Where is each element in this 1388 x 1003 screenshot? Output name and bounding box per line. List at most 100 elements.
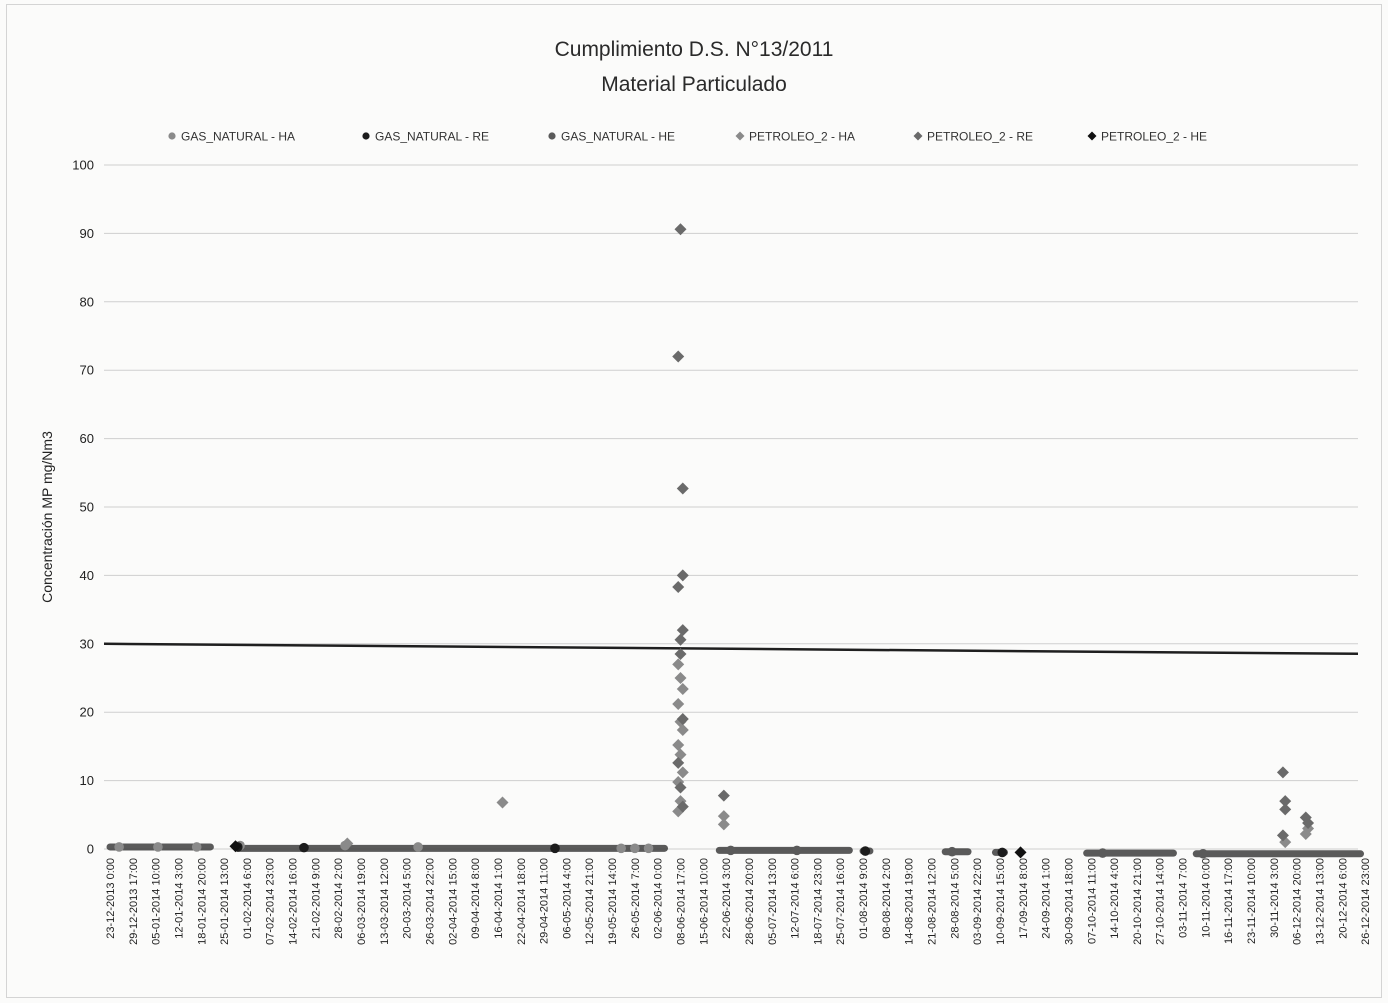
data-point — [1276, 829, 1289, 842]
x-tick-label: 20-10-2014 21:00 — [1132, 858, 1144, 945]
x-tick-label: 20-12-2014 6:00 — [1337, 858, 1349, 939]
x-tick-label: 12-07-2014 6:00 — [790, 858, 802, 939]
data-point — [676, 800, 689, 813]
x-tick-label: 14-08-2014 19:00 — [904, 858, 916, 945]
x-tick-label: 01-02-2014 6:00 — [242, 858, 254, 939]
data-point — [413, 842, 423, 852]
y-tick-label: 100 — [72, 158, 94, 173]
x-tick-label: 08-06-2014 17:00 — [676, 858, 688, 945]
x-tick-label: 22-06-2014 3:00 — [721, 858, 733, 939]
x-tick-label: 18-01-2014 20:00 — [196, 858, 208, 945]
legend-marker — [913, 131, 923, 141]
data-point — [672, 756, 685, 769]
x-tick-label: 06-03-2014 19:00 — [356, 858, 368, 945]
x-tick-label: 16-11-2014 17:00 — [1223, 858, 1235, 944]
legend-marker — [735, 131, 745, 141]
data-point — [630, 843, 640, 854]
legend-marker — [1087, 131, 1097, 141]
data-point — [643, 843, 654, 854]
data-point — [717, 810, 730, 823]
x-tick-label: 30-09-2014 18:00 — [1063, 858, 1075, 945]
legend-item-label: GAS_NATURAL - RE — [375, 130, 489, 144]
x-tick-label: 09-04-2014 8:00 — [470, 858, 482, 939]
legend-item-label: PETROLEO_2 - HA — [749, 130, 855, 144]
x-tick-label: 05-07-2014 13:00 — [767, 858, 779, 945]
data-point — [1279, 803, 1292, 816]
legend-item-label: GAS_NATURAL - HA — [181, 130, 295, 144]
x-tick-label: 21-08-2014 12:00 — [927, 858, 939, 945]
data-point — [1198, 848, 1208, 859]
x-tick-label: 12-01-2014 3:00 — [173, 858, 185, 939]
data-point — [229, 840, 242, 853]
legend-marker — [548, 132, 556, 140]
legend-item-label: PETROLEO_2 - HE — [1101, 130, 1207, 144]
data-point — [496, 796, 509, 809]
y-tick-label: 40 — [80, 568, 94, 583]
x-tick-label: 10-11-2014 0:00 — [1200, 858, 1212, 938]
x-tick-label: 28-02-2014 2:00 — [333, 858, 345, 939]
data-point — [676, 482, 689, 495]
x-tick-label: 07-10-2014 11:00 — [1086, 858, 1098, 944]
x-tick-label: 13-12-2014 13:00 — [1314, 858, 1326, 945]
y-tick-label: 0 — [87, 842, 94, 857]
x-tick-label: 05-01-2014 10:00 — [151, 858, 163, 945]
data-point — [792, 845, 802, 856]
data-point — [947, 846, 957, 857]
data-point — [676, 682, 689, 695]
legend-item-label: GAS_NATURAL - HE — [561, 130, 675, 144]
x-tick-label: 02-06-2014 0:00 — [653, 858, 665, 939]
x-tick-label: 28-08-2014 5:00 — [949, 858, 961, 939]
x-tick-label: 26-12-2014 23:00 — [1360, 858, 1372, 945]
y-tick-label: 80 — [80, 294, 94, 309]
data-point — [1097, 848, 1108, 858]
chart-frame — [6, 4, 1382, 998]
x-tick-label: 18-07-2014 23:00 — [812, 858, 824, 945]
x-tick-label: 17-09-2014 8:00 — [1018, 858, 1030, 939]
x-tick-label: 23-11-2014 10:00 — [1246, 858, 1258, 944]
x-tick-label: 24-09-2014 1:00 — [1041, 858, 1053, 939]
legend-marker — [362, 132, 370, 140]
x-tick-label: 19-05-2014 14:00 — [607, 858, 619, 945]
x-tick-label: 30-11-2014 3:00 — [1269, 858, 1281, 938]
x-tick-label: 03-09-2014 22:00 — [972, 858, 984, 945]
data-point — [1302, 817, 1315, 830]
x-tick-label: 22-04-2014 18:00 — [516, 858, 528, 945]
data-point — [153, 842, 163, 852]
data-point — [1014, 846, 1027, 859]
x-tick-label: 14-10-2014 4:00 — [1109, 858, 1121, 939]
data-point — [725, 845, 736, 856]
data-point — [341, 837, 354, 850]
data-point — [860, 846, 871, 856]
data-point — [997, 847, 1008, 858]
data-point — [1279, 795, 1292, 808]
y-tick-label: 70 — [80, 363, 94, 378]
data-point — [717, 789, 730, 802]
limit-line — [103, 642, 1359, 656]
data-point — [717, 818, 730, 831]
data-point — [674, 633, 687, 646]
y-tick-label: 60 — [80, 431, 94, 446]
x-tick-label: 12-05-2014 21:00 — [584, 858, 596, 945]
data-point — [674, 648, 687, 661]
x-tick-label: 16-04-2014 1:00 — [493, 858, 505, 939]
x-tick-label: 08-08-2014 2:00 — [881, 858, 893, 939]
y-axis-title: Concentración MP mg/Nm3 — [39, 431, 55, 603]
x-tick-label: 26-03-2014 22:00 — [424, 858, 436, 945]
data-point — [672, 350, 685, 363]
data-point — [674, 781, 687, 794]
x-tick-label: 15-06-2014 10:00 — [698, 858, 710, 945]
data-point — [191, 842, 202, 852]
x-tick-label: 10-09-2014 15:00 — [995, 858, 1007, 945]
y-tick-label: 20 — [80, 705, 94, 720]
x-tick-label: 14-02-2014 16:00 — [288, 858, 300, 945]
x-tick-label: 07-02-2014 23:00 — [265, 858, 277, 945]
x-tick-label: 29-04-2014 11:00 — [539, 858, 551, 944]
chart-title: Cumplimiento D.S. N°13/2011 — [555, 38, 834, 61]
data-point — [114, 842, 124, 852]
x-tick-label: 06-12-2014 20:00 — [1292, 858, 1304, 945]
data-point — [674, 672, 687, 684]
x-tick-label: 25-07-2014 16:00 — [835, 858, 847, 945]
data-point — [616, 843, 626, 854]
legend-marker — [168, 132, 176, 140]
